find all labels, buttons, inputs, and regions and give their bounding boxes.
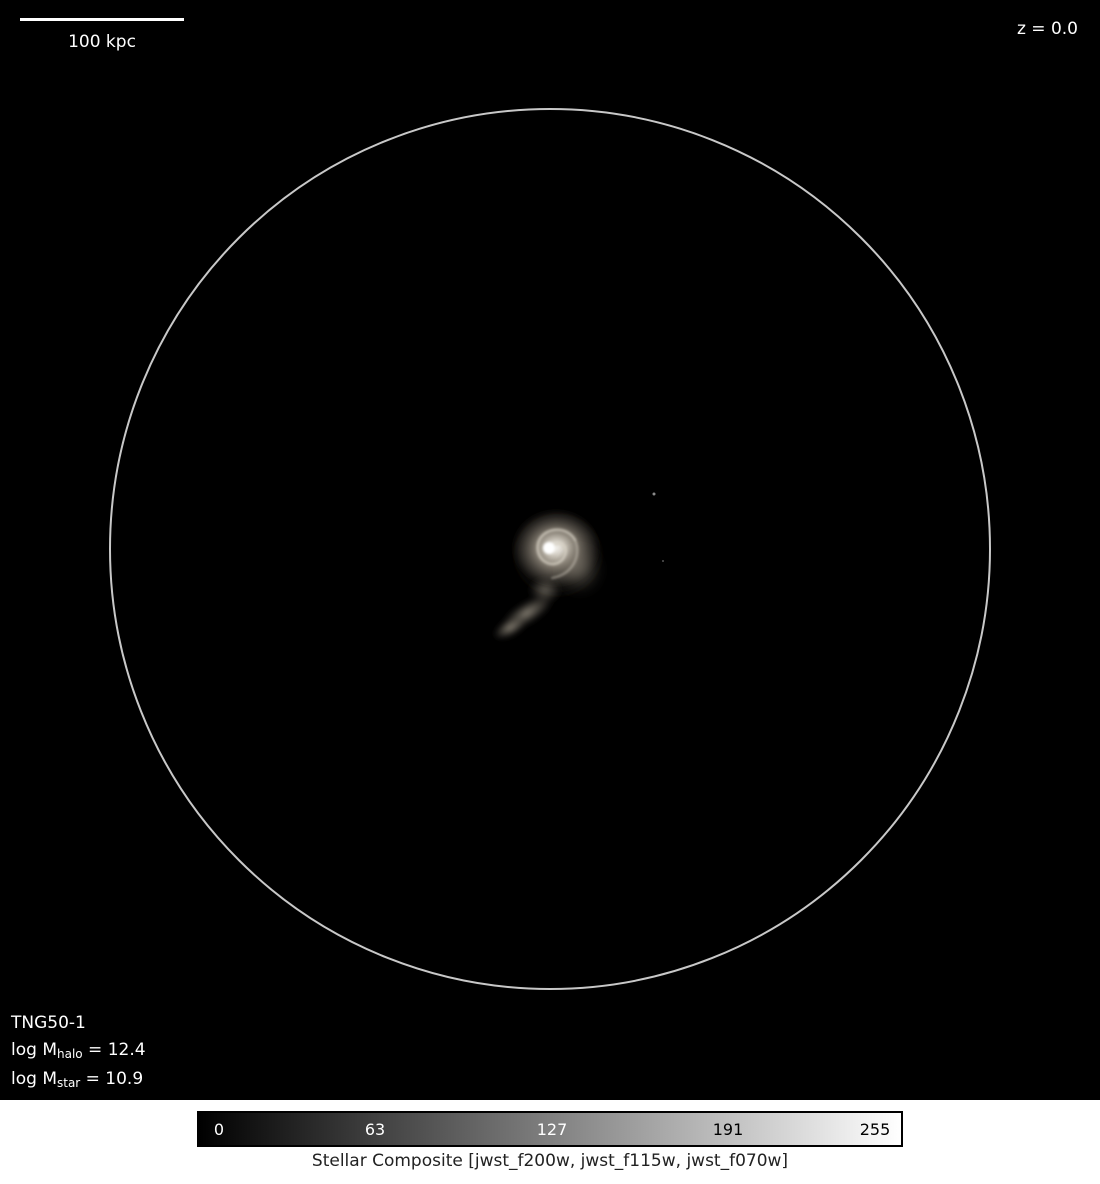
- satellite-point: [652, 492, 656, 496]
- galaxy-render: [109, 108, 991, 990]
- galaxy: [491, 507, 610, 641]
- halo-radius-circle: [109, 108, 991, 990]
- colorbar: 0 63 127 191 255: [197, 1111, 903, 1147]
- colorbar-tick: 255: [859, 1120, 891, 1139]
- satellite-point: [662, 560, 664, 562]
- colorbar-label: Stellar Composite [jwst_f200w, jwst_f115…: [311, 1151, 789, 1171]
- stellar-mass-label: log Mstar = 10.9: [11, 1069, 144, 1090]
- halo-mass-label: log Mhalo = 12.4: [11, 1040, 146, 1061]
- colorbar-tick: 63: [364, 1120, 386, 1139]
- colorbar-tick: 0: [213, 1120, 225, 1139]
- scale-bar-label: 100 kpc: [68, 32, 136, 52]
- colorbar-tick: 127: [536, 1120, 568, 1139]
- colorbar-tick: 191: [712, 1120, 744, 1139]
- simulation-name: TNG50-1: [11, 1013, 86, 1033]
- redshift-label: z = 0.0: [1016, 19, 1078, 39]
- scale-bar: [20, 18, 184, 21]
- galaxy-image: 100 kpc z = 0.0 TNG50-1 log Mhalo = 12.4…: [0, 0, 1100, 1100]
